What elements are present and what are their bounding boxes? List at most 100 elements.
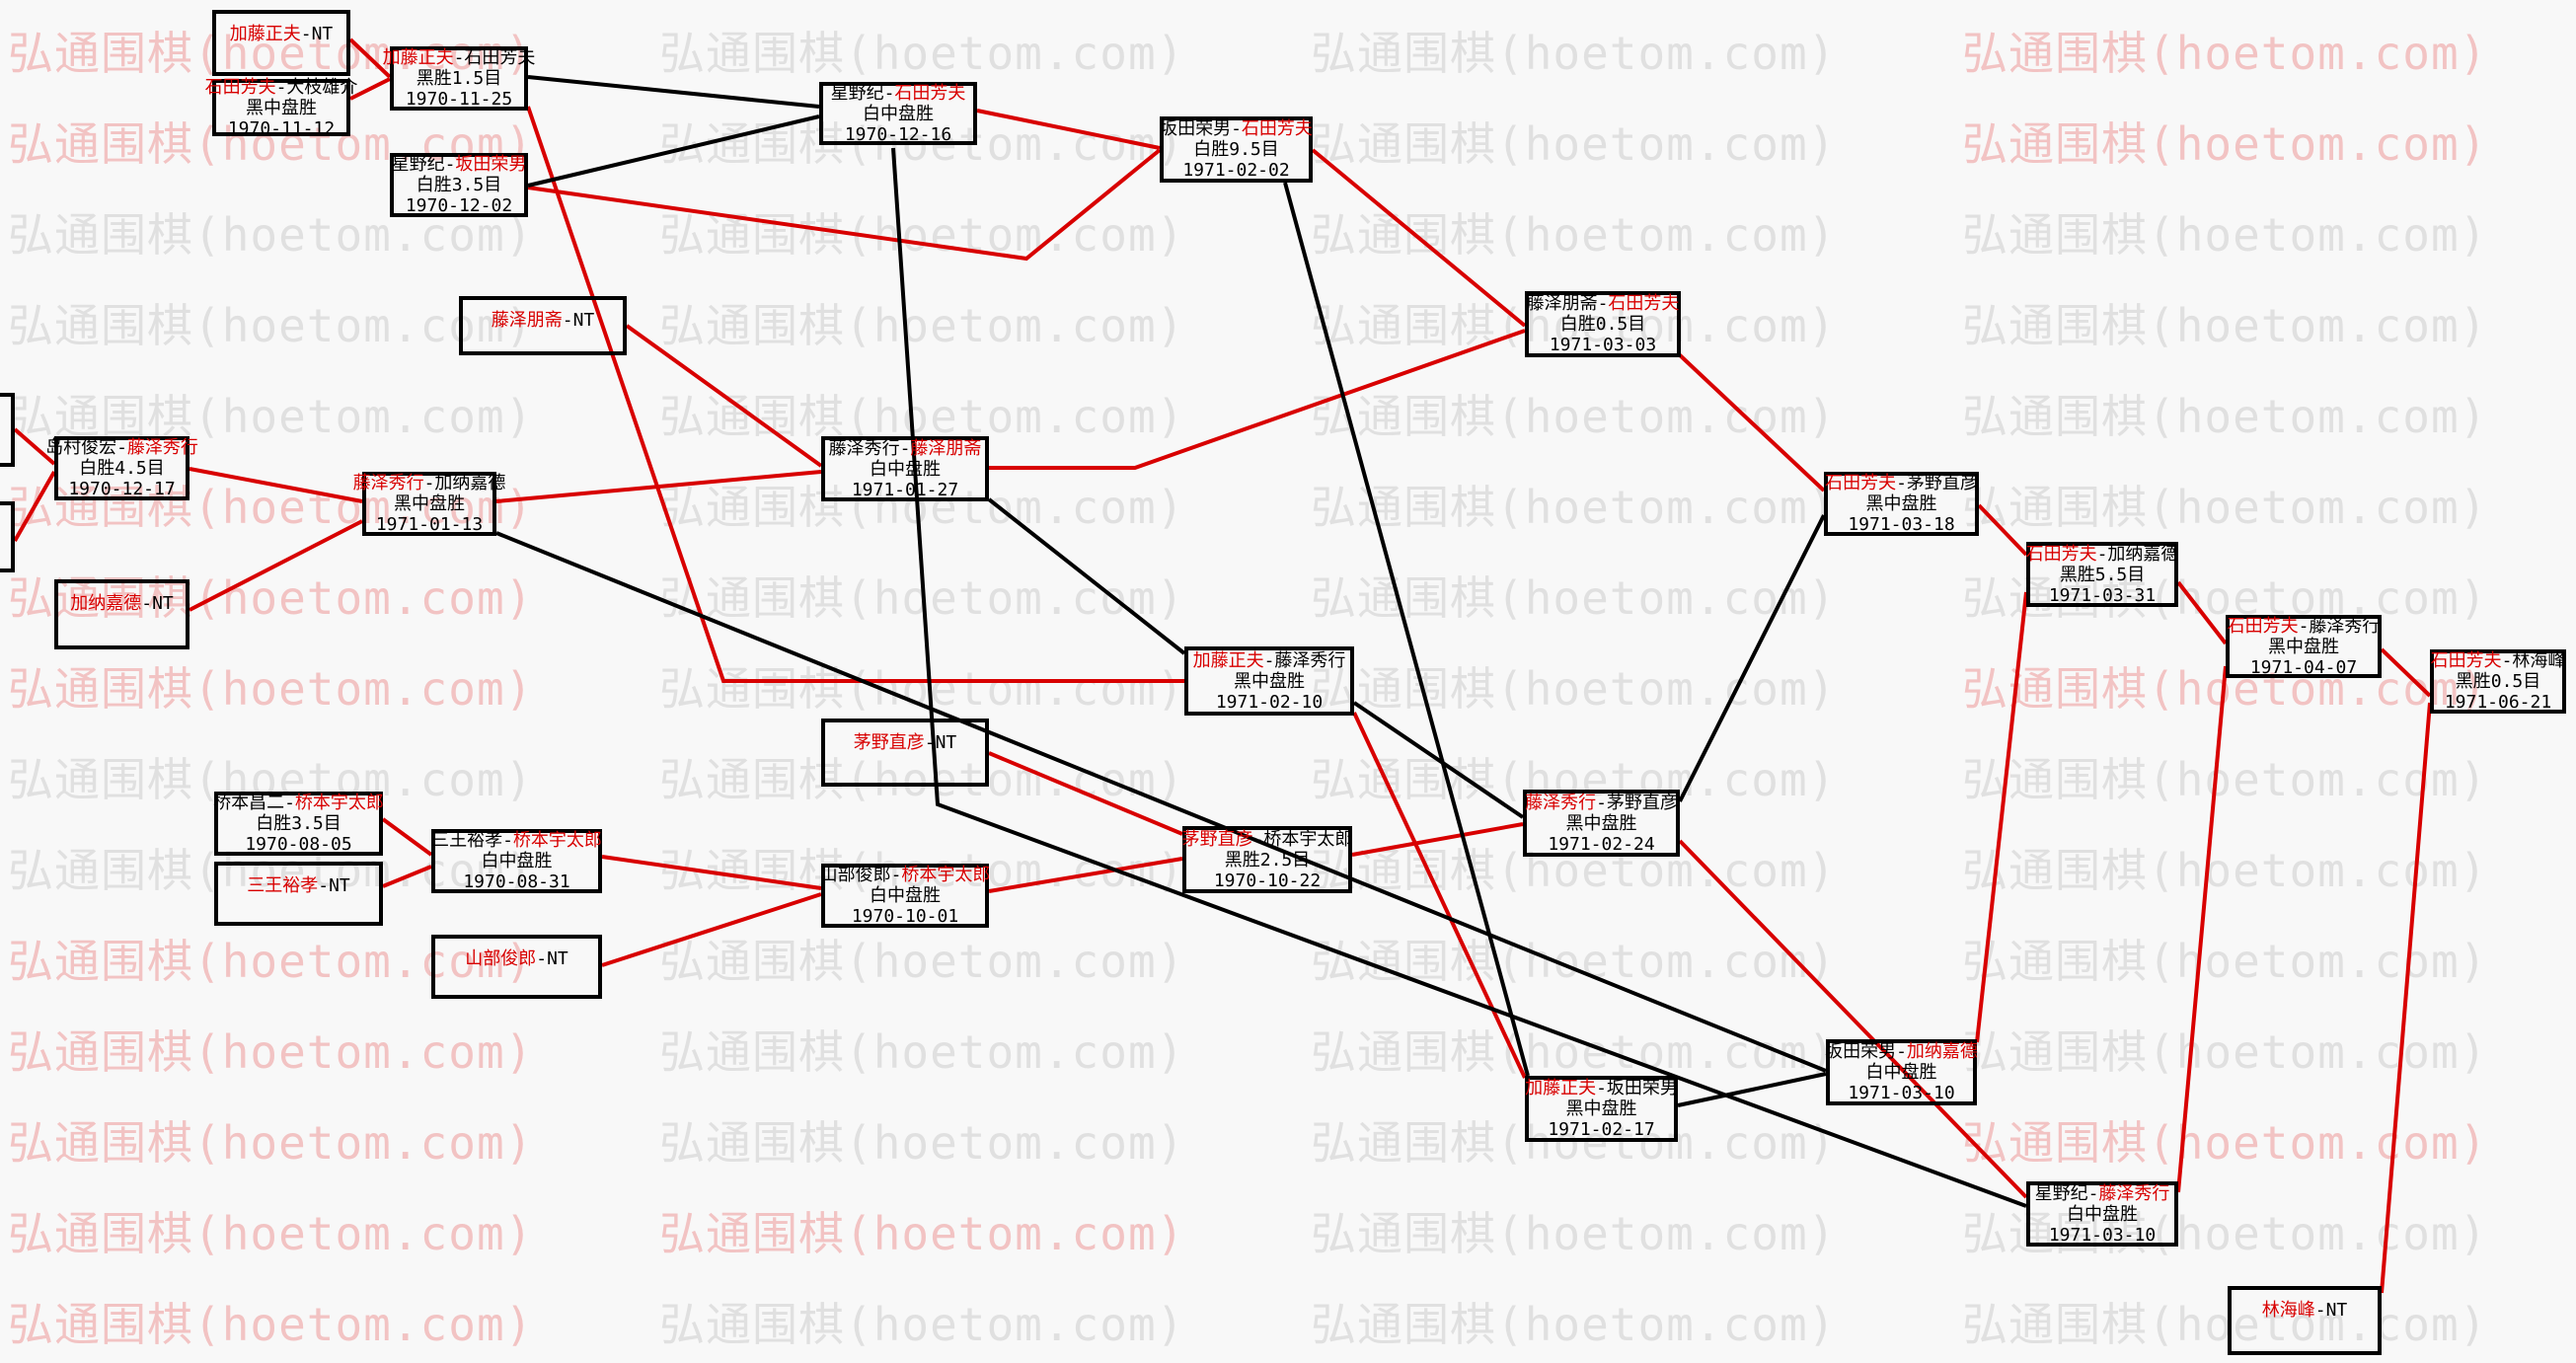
edge-kato-sakata-sakata-kano xyxy=(1677,1072,1827,1107)
match-box-partial-a xyxy=(0,393,15,467)
match-box-ishida-fujisawa[interactable]: 石田芳夫-藤泽秀行 黑中盘胜 1971-04-07 xyxy=(2226,615,2382,678)
match-box-kato-nt[interactable]: 加藤正夫-NT xyxy=(212,10,350,76)
edge-hosai-ishida-ishida-chino xyxy=(1676,351,1826,492)
watermark-text: 弘通围棋(hoetom.com) xyxy=(8,299,534,352)
match-box-hashimoto-shoji[interactable]: 桥本昌二-桥本宇太郎 白胜3.5目 1970-08-05 xyxy=(213,792,384,856)
edge-ishida-chino-ishida-kano xyxy=(1977,503,2028,557)
match-box-sanno-nt[interactable]: 三王裕孝-NT xyxy=(214,862,383,926)
watermark-text: 弘通围棋(hoetom.com) xyxy=(1962,208,2488,262)
pairing-label: 藤泽朋斋-石田芳夫 xyxy=(1526,293,1680,314)
pairing-label: 林海峰-NT xyxy=(2261,1300,2348,1321)
edge-fujisawa-kano-fujisawa-hosai xyxy=(495,470,822,503)
date-text: 1971-03-10 xyxy=(2048,1224,2157,1246)
match-box-hosai-nt[interactable]: 藤泽朋斋-NT xyxy=(459,296,627,355)
player2-name: NT xyxy=(329,875,350,896)
player1-name: 加藤正夫 xyxy=(382,47,454,68)
player1-name: 林海峰 xyxy=(2261,1300,2315,1321)
watermark-text: 弘通围棋(hoetom.com) xyxy=(659,1116,1185,1170)
player2-name: 藤泽秀行 xyxy=(126,437,198,458)
watermark-text: 弘通围棋(hoetom.com) xyxy=(1962,935,2488,988)
result-text: 白胜3.5目 xyxy=(256,813,341,834)
pairing-label: 三王裕孝-桥本宇太郎 xyxy=(431,830,602,851)
edge-rin-nt-ishida-rin xyxy=(2380,702,2432,1294)
watermark-text: 弘通围棋(hoetom.com) xyxy=(8,481,534,534)
player1-name: 三王裕孝 xyxy=(431,830,503,851)
player2-name: 茅野直彦 xyxy=(1906,473,1978,493)
pairing-label: 石田芳夫-茅野直彦 xyxy=(1825,473,1978,493)
match-box-chino-nt[interactable]: 茅野直彦-NT xyxy=(821,719,989,787)
player1-name: 藤泽秀行 xyxy=(1525,792,1597,813)
match-box-hoshino-fujisawa[interactable]: 星野纪-藤泽秀行 白中盘胜 1971-03-10 xyxy=(2026,1181,2178,1247)
player2-name: NT xyxy=(547,948,568,969)
match-box-ishida-oeda[interactable]: 石田芳夫-大枝雄介 黑中盘胜 1970-11-12 xyxy=(205,77,358,139)
watermark-text: 弘通围棋(hoetom.com) xyxy=(1311,27,1837,80)
match-box-hoshino-ishida[interactable]: 星野纪-石田芳夫 白中盘胜 1970-12-16 xyxy=(819,82,977,145)
match-box-ishida-rin[interactable]: 石田芳夫-林海峰 黑胜0.5目 1971-06-21 xyxy=(2430,649,2566,714)
match-box-rin-nt[interactable]: 林海峰-NT xyxy=(2228,1286,2382,1355)
result-text: 白胜4.5目 xyxy=(79,458,165,479)
pairing-label: 桥本昌二-桥本宇太郎 xyxy=(213,793,384,813)
watermark-text: 弘通围棋(hoetom.com) xyxy=(1311,117,1837,171)
edge-yamabe-nt-yamabe-hashimoto xyxy=(601,892,822,967)
match-box-yamabe-hashimoto[interactable]: 山部俊郎-桥本宇太郎 白中盘胜 1970-10-01 xyxy=(820,864,990,928)
match-box-sanno-hashimoto[interactable]: 三王裕孝-桥本宇太郎 白中盘胜 1970-08-31 xyxy=(431,829,602,893)
pairing-label: 石田芳夫-加纳嘉德 xyxy=(2025,543,2179,565)
match-box-kato-fujisawa[interactable]: 加藤正夫-藤泽秀行 黑中盘胜 1971-02-10 xyxy=(1184,646,1354,716)
result-text: 黑胜0.5目 xyxy=(2455,671,2541,692)
date-text: 1971-02-10 xyxy=(1215,691,1324,713)
player2-name: 藤泽朋斋 xyxy=(910,437,982,459)
match-box-sakata-ishida[interactable]: 坂田荣男-石田芳夫 白胜9.5目 1971-02-02 xyxy=(1160,116,1313,183)
match-box-kato-ishida[interactable]: 加藤正夫-石田芳夫 黑胜1.5目 1970-11-25 xyxy=(383,46,535,111)
pairing-label: 加藤正夫-NT xyxy=(229,24,334,44)
result-text: 白胜3.5目 xyxy=(416,175,502,195)
match-box-sakata-kano[interactable]: 坂田荣男-加纳嘉德 白中盘胜 1971-03-10 xyxy=(1825,1039,1978,1105)
edge-kato-fujisawa-fujisawa-chino xyxy=(1352,701,1525,819)
pairing-label: 山部俊郎-NT xyxy=(465,948,568,969)
edge-partial-a-shimamura-fujisawa xyxy=(13,427,56,466)
player1-name: 坂田荣男 xyxy=(1160,118,1232,139)
watermark-text: 弘通围棋(hoetom.com) xyxy=(1962,117,2488,171)
watermark-text: 弘通围棋(hoetom.com) xyxy=(8,662,534,716)
date-text: 1971-03-03 xyxy=(1549,335,1657,355)
match-box-yamabe-nt[interactable]: 山部俊郎-NT xyxy=(431,935,602,999)
player2-name: 加纳嘉德 xyxy=(434,473,506,493)
result-text: 黑中盘胜 xyxy=(1234,670,1305,692)
match-box-ishida-chino[interactable]: 石田芳夫-茅野直彦 黑中盘胜 1971-03-18 xyxy=(1824,472,1979,536)
edge-sakata-ishida-kato-sakata xyxy=(1283,182,1530,1077)
result-text: 白中盘胜 xyxy=(2067,1203,2138,1225)
player1-name: 加藤正夫 xyxy=(229,24,301,44)
watermark-text: 弘通围棋(hoetom.com) xyxy=(1962,1116,2488,1170)
watermark-text: 弘通围棋(hoetom.com) xyxy=(8,27,534,80)
match-box-chino-hashimoto[interactable]: 茅野直彦-桥本宇太郎 黑胜2.5目 1970-10-22 xyxy=(1182,826,1352,893)
match-box-fujisawa-hosai[interactable]: 藤泽秀行-藤泽朋斋 白中盘胜 1971-01-27 xyxy=(821,436,989,501)
match-box-fujisawa-chino[interactable]: 藤泽秀行-茅野直彦 黑中盘胜 1971-02-24 xyxy=(1523,790,1680,857)
match-box-ishida-kano[interactable]: 石田芳夫-加纳嘉德 黑胜5.5目 1971-03-31 xyxy=(2026,542,2178,607)
edge-fujisawa-chino-hoshino-fujisawa xyxy=(1678,839,2028,1199)
date-text: 1971-01-27 xyxy=(851,479,959,500)
player1-name: 藤泽朋斋 xyxy=(491,310,563,331)
date-text: 1970-11-25 xyxy=(405,89,513,110)
player2-name: 坂田荣男 xyxy=(455,154,527,175)
match-box-hosai-ishida[interactable]: 藤泽朋斋-石田芳夫 白胜0.5目 1971-03-03 xyxy=(1525,291,1681,357)
pairing-label: 石田芳夫-林海峰 xyxy=(2430,650,2566,671)
match-box-fujisawa-kano[interactable]: 藤泽秀行-加纳嘉德 黑中盘胜 1971-01-13 xyxy=(353,472,505,536)
match-box-hoshino-sakata[interactable]: 星野纪-坂田荣男 白胜3.5目 1970-12-02 xyxy=(390,153,528,217)
player1-name: 石田芳夫 xyxy=(204,76,276,98)
watermark-text: 弘通围棋(hoetom.com) xyxy=(1962,844,2488,897)
watermark-text: 弘通围棋(hoetom.com) xyxy=(8,117,534,171)
pairing-label: 加藤正夫-石田芳夫 xyxy=(382,47,536,68)
player2-name: 石田芳夫 xyxy=(464,47,536,68)
pairing-label: 加藤正夫-藤泽秀行 xyxy=(1192,649,1346,671)
match-box-shimamura-fujisawa[interactable]: 岛村俊宏-藤泽秀行 白胜4.5目 1970-12-17 xyxy=(45,436,198,500)
watermark-text: 弘通围棋(hoetom.com) xyxy=(1311,299,1837,352)
date-text: 1970-12-02 xyxy=(405,195,513,216)
player1-name: 石田芳夫 xyxy=(2430,650,2502,671)
player1-name: 岛村俊宏 xyxy=(45,437,117,458)
match-box-kano-nt[interactable]: 加纳嘉德-NT xyxy=(54,579,189,649)
match-box-kato-sakata[interactable]: 加藤正夫-坂田荣男 黑中盘胜 1971-02-17 xyxy=(1525,1076,1678,1142)
watermark-text: 弘通围棋(hoetom.com) xyxy=(659,844,1185,897)
edge-chino-hashimoto-fujisawa-chino xyxy=(1351,822,1524,857)
player2-name: 藤泽秀行 xyxy=(2309,615,2381,637)
result-text: 白中盘胜 xyxy=(870,885,941,906)
